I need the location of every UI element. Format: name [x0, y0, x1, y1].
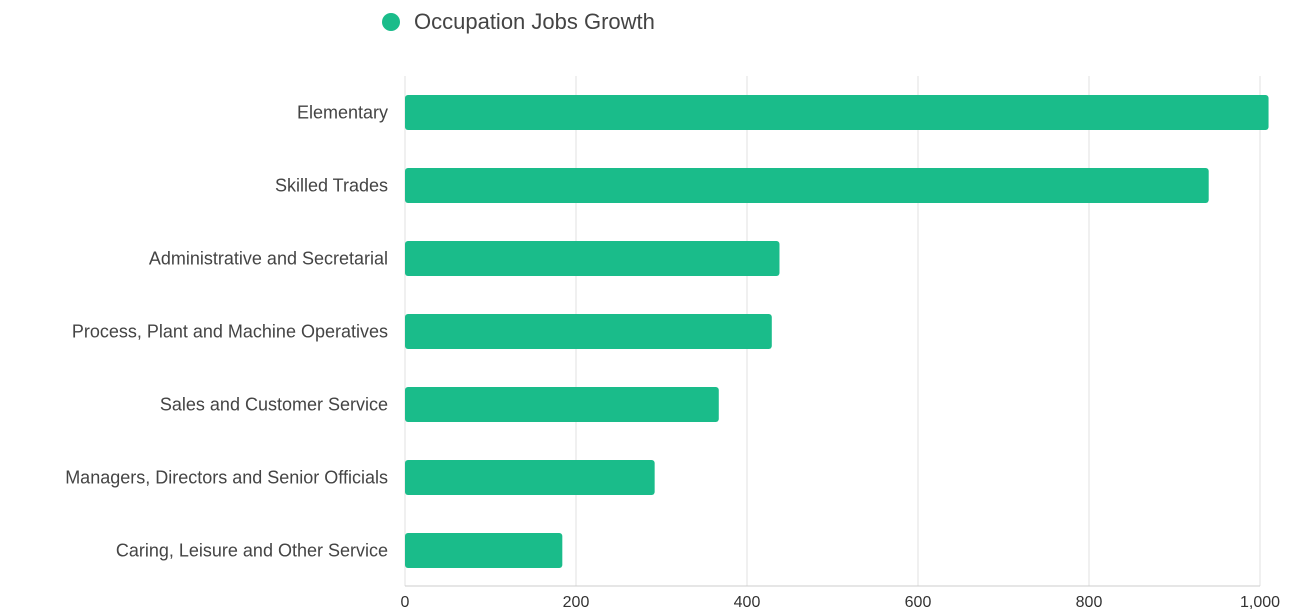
bars	[405, 95, 1269, 568]
x-axis-tick-labels: 0 200 400 600 800 1,000	[401, 594, 1281, 611]
bar[interactable]	[405, 314, 772, 349]
category-label: Sales and Customer Service	[160, 395, 388, 415]
legend-swatch-icon	[382, 13, 400, 31]
category-label: Managers, Directors and Senior Officials	[65, 468, 388, 488]
bar[interactable]	[405, 95, 1269, 130]
x-tick-label: 600	[905, 594, 932, 611]
bar[interactable]	[405, 460, 655, 495]
category-label: Skilled Trades	[275, 176, 388, 196]
category-label: Process, Plant and Machine Operatives	[72, 322, 388, 342]
bar[interactable]	[405, 241, 780, 276]
category-labels: Elementary Skilled Trades Administrative a…	[65, 103, 388, 561]
legend: Occupation Jobs Growth	[382, 9, 655, 34]
bar[interactable]	[405, 533, 563, 568]
x-tick-label: 0	[401, 594, 410, 611]
legend-label: Occupation Jobs Growth	[414, 9, 655, 34]
bar[interactable]	[405, 387, 719, 422]
x-tick-label: 400	[734, 594, 761, 611]
bar[interactable]	[405, 168, 1209, 203]
x-tick-label: 200	[563, 594, 590, 611]
category-label: Administrative and Secretarial	[149, 249, 388, 269]
x-tick-label: 1,000	[1240, 594, 1280, 611]
category-label: Caring, Leisure and Other Service	[116, 541, 388, 561]
x-tick-label: 800	[1076, 594, 1103, 611]
grid-lines	[404, 76, 1261, 587]
category-label: Elementary	[297, 103, 388, 123]
